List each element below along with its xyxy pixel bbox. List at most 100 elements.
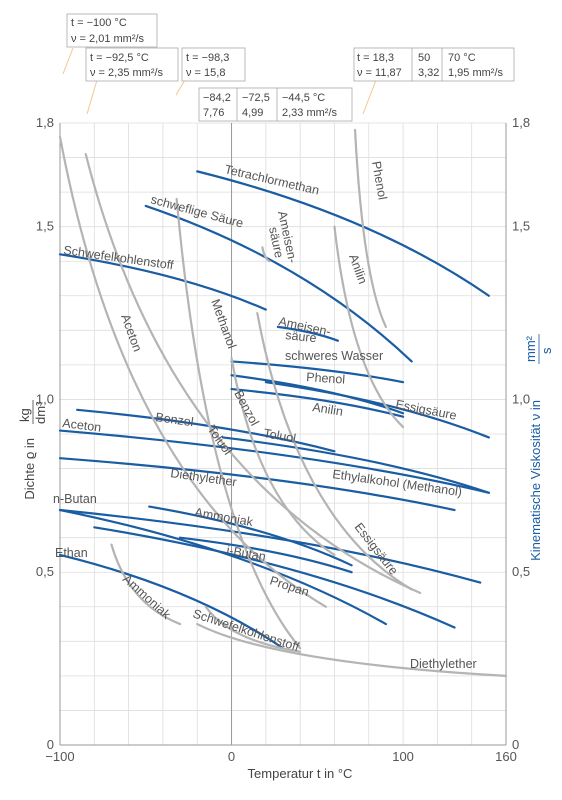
density-series	[58, 170, 490, 650]
density-line-n-butan	[58, 508, 388, 626]
svg-text:−72,5: −72,5	[242, 92, 270, 104]
svg-text:t = −100 °C: t = −100 °C	[71, 17, 127, 29]
viscosity-line-benzol	[230, 356, 336, 557]
svg-text:t = −98,3: t = −98,3	[186, 52, 229, 64]
density-line-ameisensaeure	[276, 325, 339, 342]
axes	[59, 123, 507, 746]
viscosity-line-schwefelkohlenstoff	[204, 605, 302, 653]
svg-text:ν = 2,01 mm²/s: ν = 2,01 mm²/s	[71, 33, 145, 45]
density-line-propan	[93, 526, 456, 629]
label-methanol-viscosity: Methanol	[208, 297, 239, 350]
svg-text:−84,2: −84,2	[203, 92, 231, 104]
label-n-butan: n-Butan	[53, 492, 97, 506]
label-ammoniak-density: Ammoniak	[193, 505, 254, 529]
label-toluol-density: Toluol	[262, 426, 297, 445]
label-aceton-density: Aceton	[62, 416, 102, 435]
viscosity-line-aceton	[58, 135, 327, 608]
svg-text:ν = 2,35 mm²/s: ν = 2,35 mm²/s	[90, 67, 164, 79]
density-line-benzol	[76, 408, 336, 453]
viscosity-line-anilin	[333, 225, 405, 429]
label-toluol-viscosity: Toluol	[205, 423, 235, 458]
density-line-essigsaeure	[264, 381, 490, 439]
y-tick-label-left: 1,0	[36, 391, 54, 406]
y-tick-label-right: 0	[512, 737, 519, 752]
label-essigsaeure-density: Essigsäure	[394, 397, 457, 423]
svg-text:t = 18,3: t = 18,3	[357, 52, 394, 64]
left-axis-title: Dichte ϱ in kg dm³	[17, 400, 48, 500]
svg-text:ν = 11,87: ν = 11,87	[357, 67, 402, 79]
density-line-i-butan	[178, 536, 353, 574]
label-diethylether-viscosity: Diethylether	[410, 657, 477, 671]
svg-text:t = −92,5 °C: t = −92,5 °C	[90, 52, 149, 64]
svg-text:1,95 mm²/s: 1,95 mm²/s	[448, 67, 504, 79]
svg-text:3,32: 3,32	[418, 67, 439, 79]
y-tick-label-right: 1,0	[512, 391, 530, 406]
label-essigsaeure-viscosity: Essigsäure	[352, 520, 401, 577]
label-schwefelkohlenstoff-density: Schwefelkohlenstoff	[63, 243, 175, 272]
svg-text:70 °C: 70 °C	[448, 52, 476, 64]
svg-text:kg: kg	[17, 408, 32, 422]
viscosity-series	[58, 128, 508, 677]
label-benzol-density: Benzol	[155, 410, 195, 429]
density-line-tetrachlormethan	[196, 170, 490, 297]
callout-4: −84,2 −72,5 −44,5 °C 7,76 4,99 2,33 mm²/…	[198, 87, 353, 122]
viscosity-line-phenol	[353, 128, 388, 328]
label-diethylether-density: Diethylether	[170, 466, 238, 489]
y-tick-label-right: 1,5	[512, 219, 530, 234]
label-benzol-viscosity: Benzol	[231, 388, 261, 428]
label-i-butan: i-Butan	[225, 543, 266, 564]
label-schwefelkohlenstoff-viscosity: Schwefelkohlenstoff	[191, 607, 301, 655]
svg-text:dm³: dm³	[33, 401, 48, 424]
callout-5: t = 18,3 50 70 °C ν = 11,87 3,32 1,95 mm…	[353, 47, 515, 82]
y-tick-label-left: 1,5	[36, 219, 54, 234]
svg-text:s: s	[539, 347, 554, 354]
right-axis-title: Kinematische Viskosität ν in mm² s	[523, 334, 554, 561]
density-line-aceton	[58, 429, 490, 494]
y-tick-label-left: 0,5	[36, 564, 54, 579]
svg-text:50: 50	[418, 52, 430, 64]
x-tick-label: −100	[45, 749, 74, 764]
label-ameisensaeure-viscosity-2: säure	[266, 226, 286, 260]
y-tick-label-left: 0	[47, 737, 54, 752]
density-line-toluol	[221, 436, 490, 494]
svg-text:Kinematische Viskosität ν in: Kinematische Viskosität ν in	[528, 400, 543, 561]
x-axis-title: Temperatur t in °C	[248, 766, 353, 781]
viscosity-line-diethylether	[196, 622, 508, 677]
callout-3: t = −98,3 ν = 15,8	[181, 47, 246, 82]
y-tick-label-right: 1,8	[512, 115, 530, 130]
x-tick-label: 0	[228, 749, 235, 764]
label-ameisensaeure-density-2: säure	[285, 328, 318, 345]
label-ammoniak-viscosity: Ammoniak	[120, 572, 174, 622]
viscosity-line-essigsaeure	[256, 311, 413, 591]
svg-text:Dichte ϱ in: Dichte ϱ in	[22, 438, 37, 500]
label-aceton-viscosity: Aceton	[118, 312, 144, 353]
density-line-ethylalkohol-methanol	[58, 457, 456, 512]
svg-text:−44,5 °C: −44,5 °C	[282, 92, 325, 104]
label-anilin-density: Anilin	[312, 400, 344, 419]
x-tick-label: 160	[495, 749, 517, 764]
viscosity-line-ammoniak	[110, 543, 182, 626]
viscosity-line-methanol	[175, 197, 302, 650]
x-tick-label: 100	[392, 749, 414, 764]
svg-text:mm²: mm²	[523, 335, 538, 362]
svg-text:4,99: 4,99	[242, 107, 263, 119]
callout-leaders	[62, 47, 377, 115]
density-line-schweflige-saeure	[144, 204, 413, 363]
y-tick-label-right: 0,5	[512, 564, 530, 579]
label-phenol-viscosity: Phenol	[369, 160, 390, 201]
svg-text:2,33 mm²/s: 2,33 mm²/s	[282, 107, 338, 119]
svg-text:7,76: 7,76	[203, 107, 224, 119]
callout-2: t = −92,5 °C ν = 2,35 mm²/s	[85, 47, 179, 82]
svg-text:ν = 15,8: ν = 15,8	[186, 67, 225, 79]
label-ethylalkohol: Ethylalkohol (Methanol)	[332, 467, 463, 499]
viscosity-line-ameisensaeure	[261, 246, 271, 263]
density-line-ethan	[58, 553, 285, 650]
label-phenol-density: Phenol	[306, 370, 346, 387]
density-line-ammoniak	[148, 505, 353, 567]
label-ethan: Ethan	[55, 546, 88, 560]
y-tick-label-left: 1,8	[36, 115, 54, 130]
density-line-anilin	[230, 387, 405, 418]
viscosity-line-toluol	[84, 153, 422, 595]
